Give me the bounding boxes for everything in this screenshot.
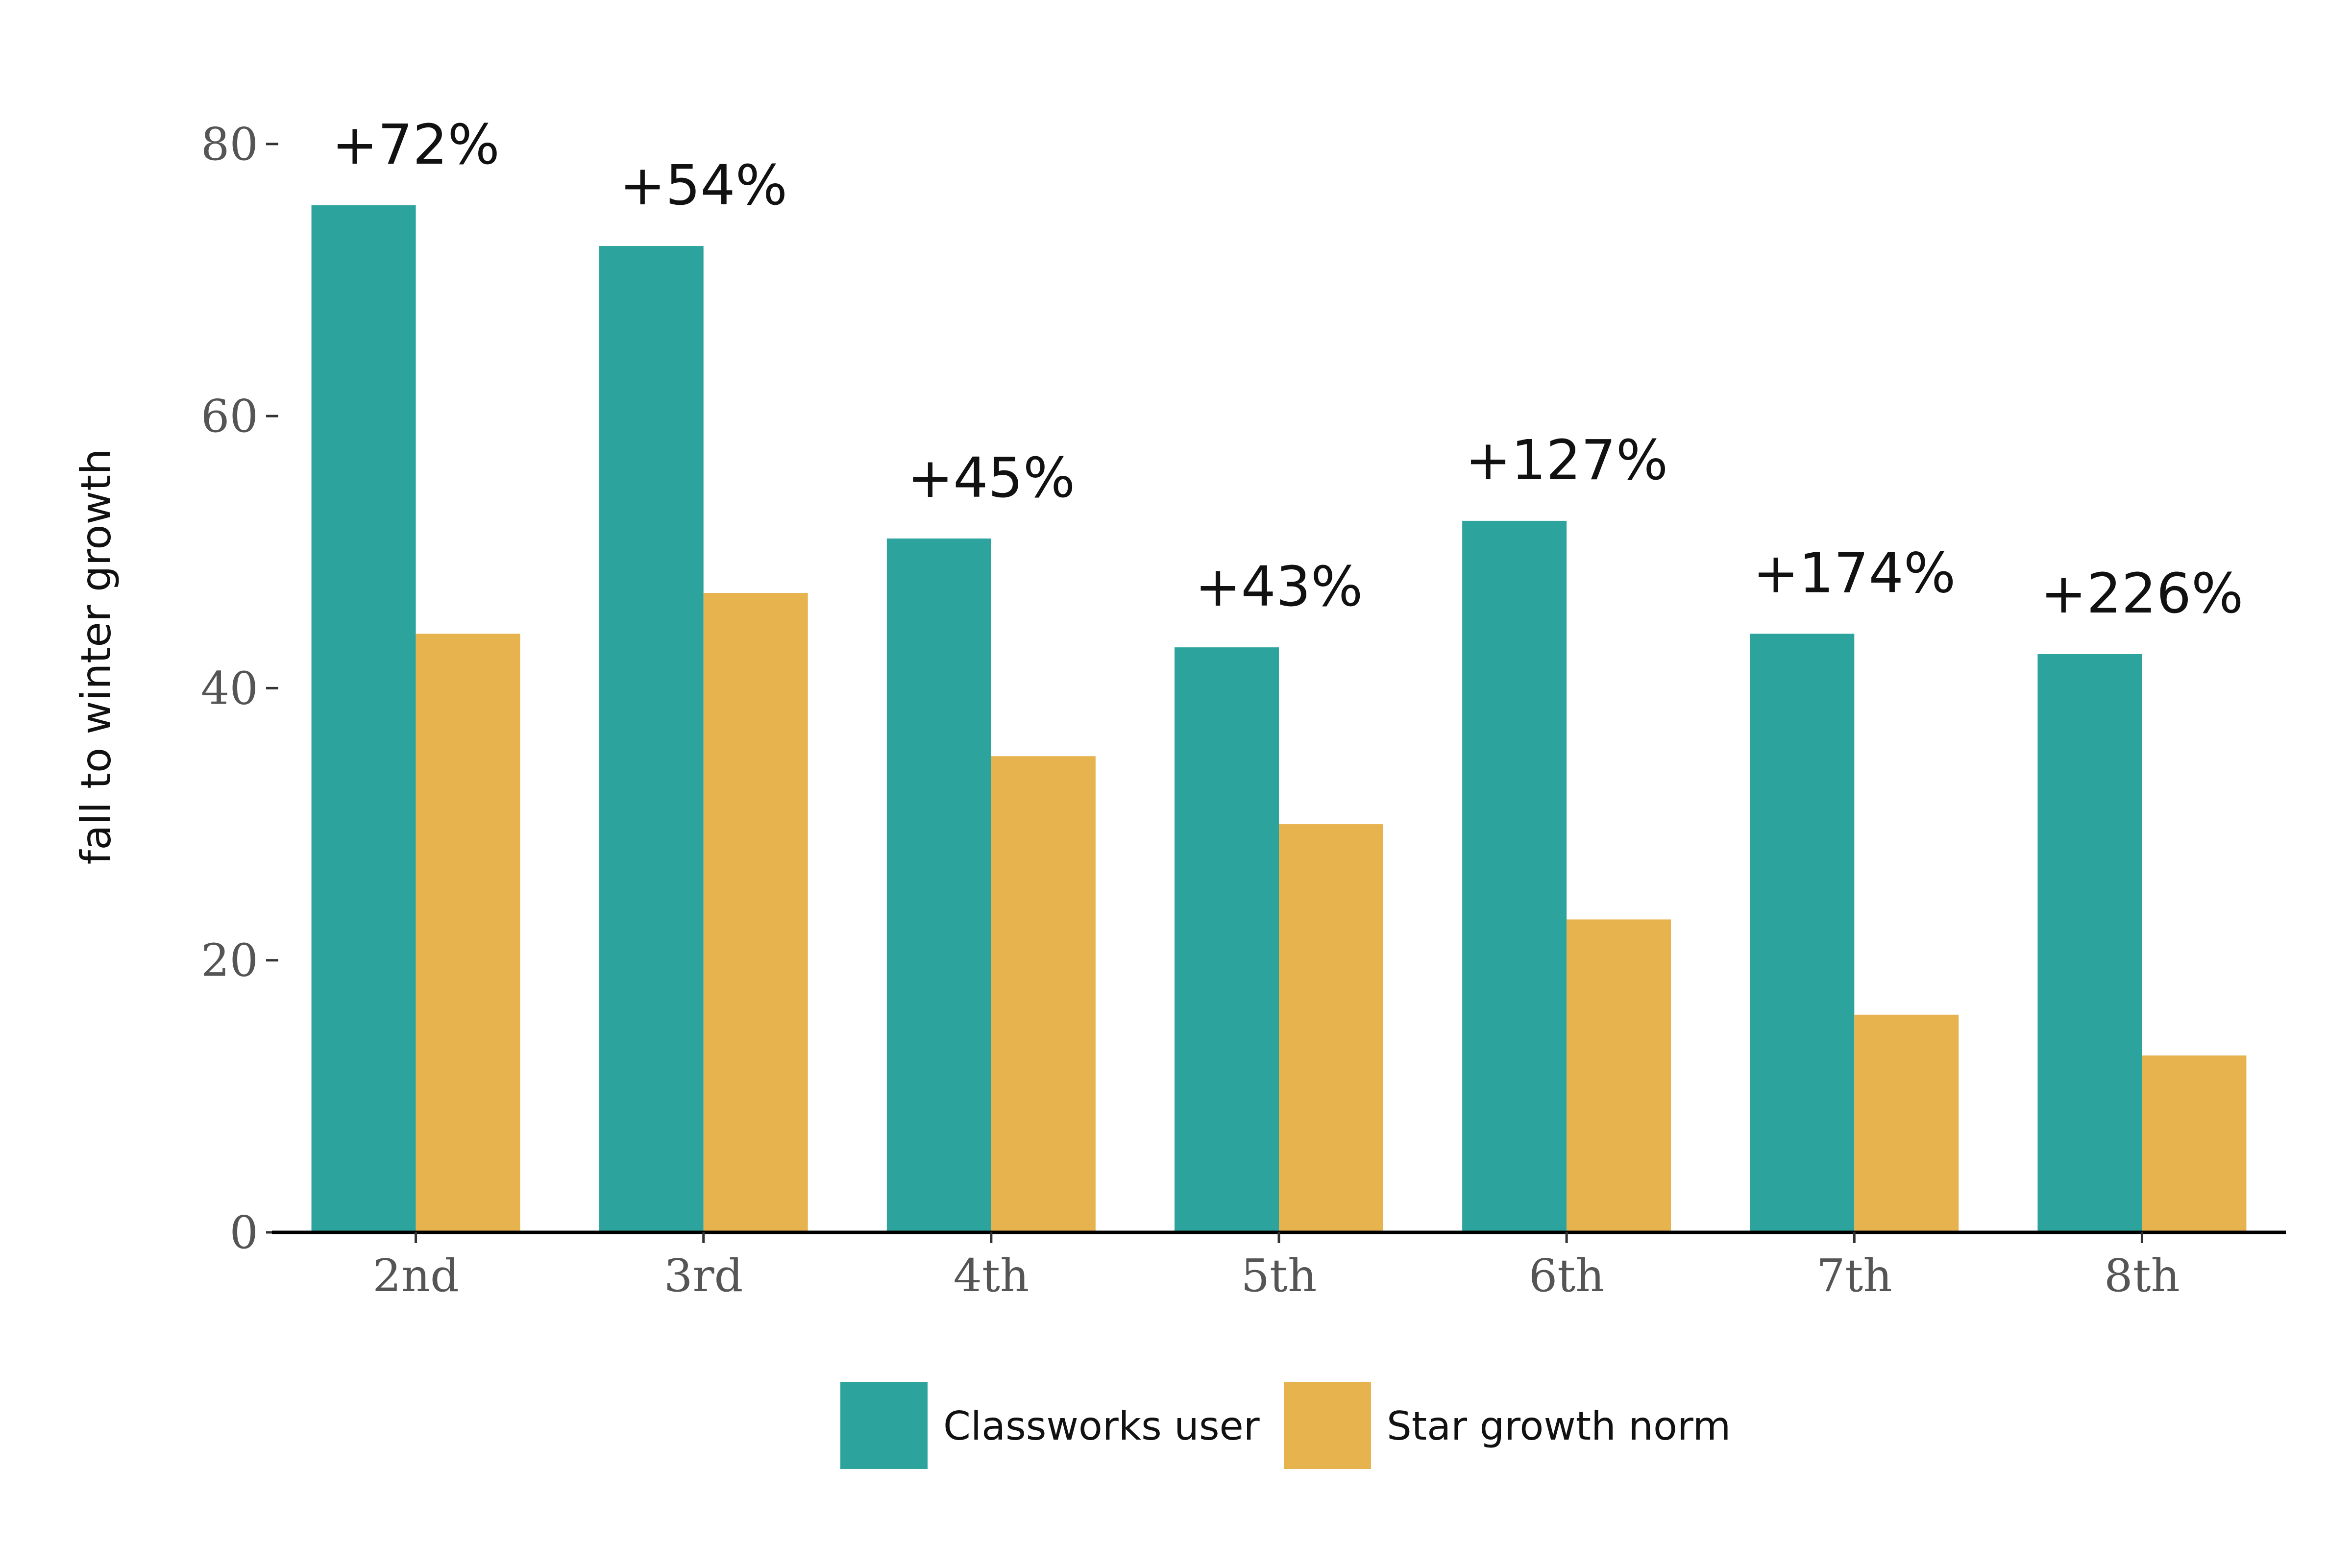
- x-tick-label: 7th: [1816, 1250, 1892, 1302]
- bar-star-norm: [991, 756, 1096, 1232]
- bar-classworks: [1462, 520, 1567, 1232]
- x-tick-label: 2nd: [372, 1250, 459, 1302]
- bar-star-norm: [703, 593, 808, 1232]
- legend-label: Classworks user: [943, 1403, 1260, 1449]
- y-tick-label: 60: [201, 390, 258, 442]
- bar-star-norm: [2142, 1055, 2247, 1232]
- bar-classworks: [886, 539, 991, 1232]
- bar-star-norm: [416, 634, 520, 1232]
- legend-swatch: [840, 1382, 928, 1469]
- bar-percent-label: +174%: [1753, 541, 1956, 605]
- bar-percent-label: +72%: [332, 113, 500, 177]
- y-axis: 0 20 40 60 80: [201, 118, 278, 1259]
- y-tick-label: 80: [201, 118, 258, 171]
- x-axis: 2nd 3rd 4th 5th 6th 7th 8th: [372, 1232, 2180, 1302]
- bar-star-norm: [1279, 824, 1383, 1232]
- y-axis-label: fall to winter growth: [72, 449, 120, 865]
- bar-classworks: [1750, 634, 1855, 1232]
- legend-swatch: [1284, 1382, 1371, 1469]
- bar-percent-label: +45%: [907, 446, 1075, 510]
- bar-percent-label: +54%: [619, 154, 787, 218]
- x-tick-label: 4th: [953, 1250, 1029, 1302]
- bar-classworks: [1175, 647, 1279, 1232]
- x-tick-label: 5th: [1241, 1250, 1317, 1302]
- y-tick-label: 20: [201, 934, 258, 987]
- x-tick-label: 3rd: [664, 1250, 743, 1302]
- bar-percent-label: +127%: [1465, 429, 1668, 492]
- bar-percent-label: +226%: [2040, 562, 2243, 626]
- bar-percent-label: +43%: [1195, 555, 1363, 619]
- bar-labels: +72% +54% +45% +43% +127% +174% +226%: [332, 113, 2243, 626]
- bar-classworks: [2037, 654, 2142, 1232]
- bar-classworks: [599, 246, 704, 1232]
- bar-star-norm: [1854, 1014, 1959, 1232]
- bars: [311, 205, 2247, 1233]
- x-tick-label: 8th: [2104, 1250, 2180, 1302]
- bar-star-norm: [1567, 919, 1671, 1232]
- bar-classworks: [311, 205, 416, 1233]
- y-tick-label: 40: [201, 662, 258, 714]
- legend-label: Star growth norm: [1387, 1403, 1731, 1449]
- legend: Classworks user Star growth norm: [840, 1382, 1731, 1469]
- x-tick-label: 6th: [1529, 1250, 1605, 1302]
- y-tick-label: 0: [229, 1206, 258, 1259]
